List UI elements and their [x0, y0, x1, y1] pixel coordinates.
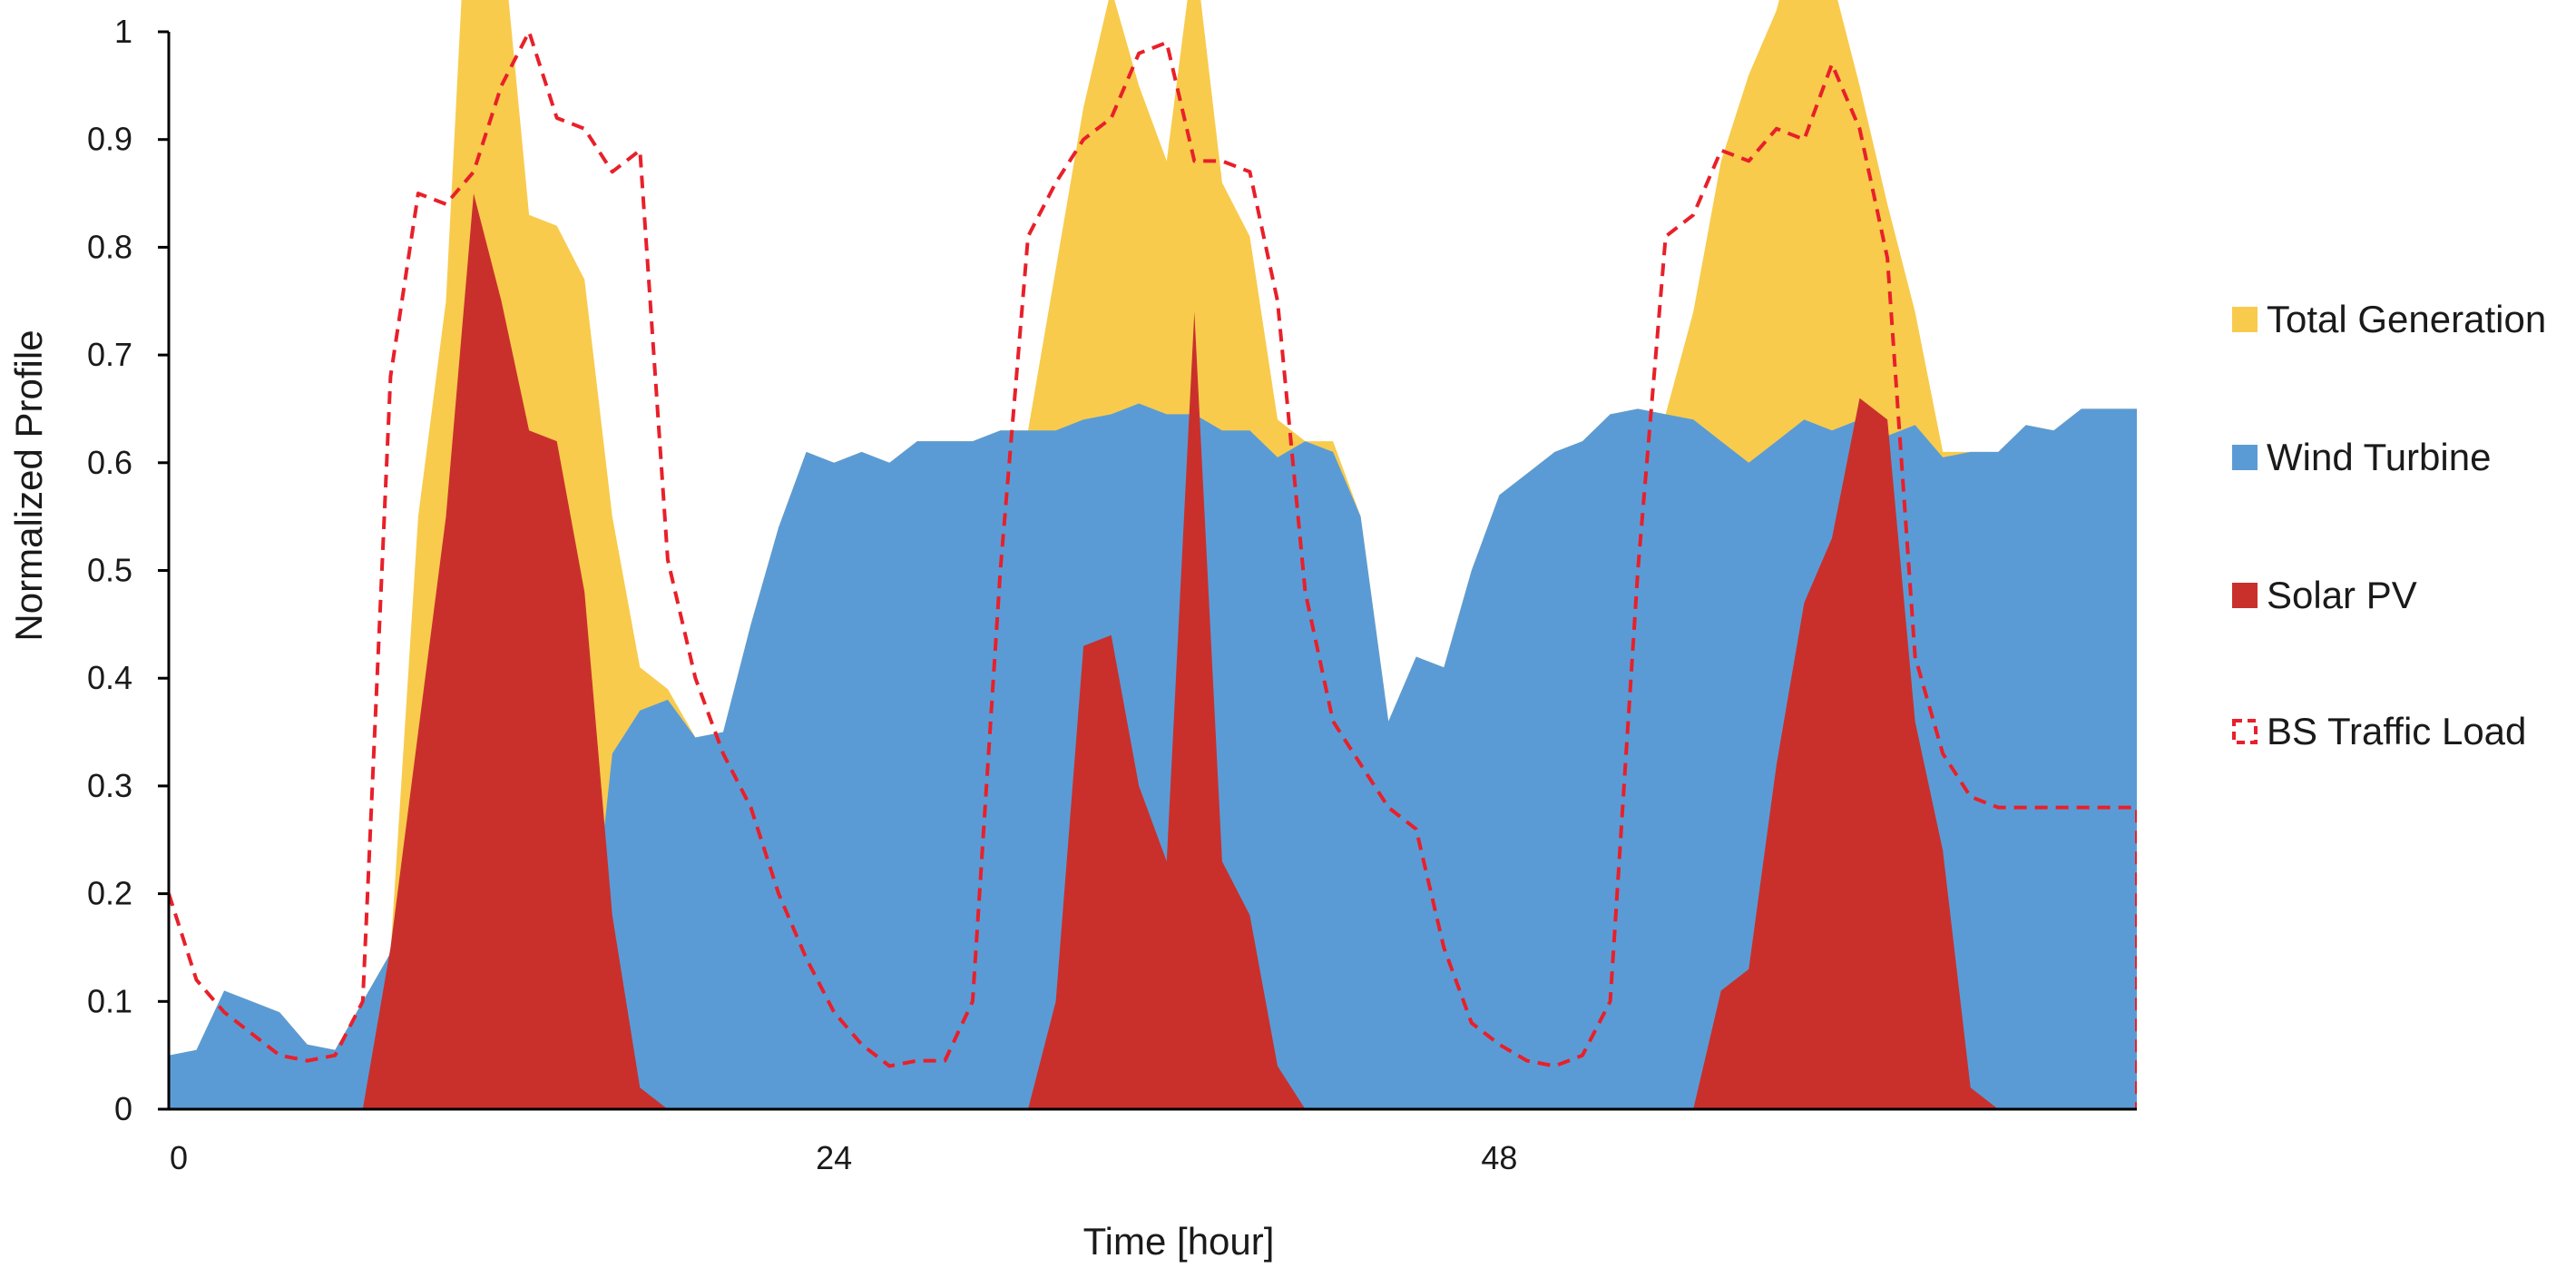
- y-tick-label: 0.8: [87, 228, 132, 265]
- y-tick-label: 0.7: [87, 336, 132, 373]
- y-tick-label: 0.5: [87, 552, 132, 589]
- y-tick-label: 0.4: [87, 659, 132, 696]
- y-tick-label: 0.1: [87, 982, 132, 1019]
- y-axis-label: Normalized Profile: [7, 329, 50, 641]
- legend-label-solar-pv: Solar PV: [2267, 574, 2417, 616]
- y-tick-labels: 0 0.1 0.2 0.3 0.4 0.5 0.6 0.7 0.8 0.9 1: [87, 13, 169, 1127]
- legend-label-bs-traffic-load: BS Traffic Load: [2267, 710, 2526, 752]
- legend-swatch-bs-traffic-load: [2232, 719, 2258, 744]
- legend: Total Generation Wind Turbine Solar PV BS T…: [2232, 298, 2546, 752]
- legend-swatch-solar-pv: [2232, 583, 2258, 608]
- legend-label-wind-turbine: Wind Turbine: [2267, 436, 2491, 478]
- legend-label-total-generation: Total Generation: [2267, 298, 2546, 340]
- x-axis-label: Time [hour]: [1083, 1220, 1275, 1263]
- y-tick-label: 0.2: [87, 875, 132, 912]
- y-tick-label: 0.9: [87, 121, 132, 158]
- y-tick-label: 1: [114, 13, 132, 50]
- x-tick-label: 0: [170, 1139, 188, 1176]
- y-tick-label: 0: [114, 1090, 132, 1127]
- x-tick-labels: 0 24 48: [170, 1139, 1517, 1176]
- x-tick-label: 48: [1481, 1139, 1517, 1176]
- x-tick-label: 24: [816, 1139, 852, 1176]
- series-area-solar-pv: [169, 193, 2137, 1109]
- series-area-wind-turbine: [169, 403, 2137, 1109]
- plot-lines: [167, 30, 2137, 1109]
- series-line-bs-traffic-load: [167, 30, 2137, 1109]
- plot-area: [169, 0, 2137, 1109]
- legend-swatch-total-generation: [2232, 307, 2258, 332]
- legend-swatch-wind-turbine: [2232, 445, 2258, 470]
- y-tick-label: 0.6: [87, 444, 132, 481]
- y-tick-label: 0.3: [87, 767, 132, 804]
